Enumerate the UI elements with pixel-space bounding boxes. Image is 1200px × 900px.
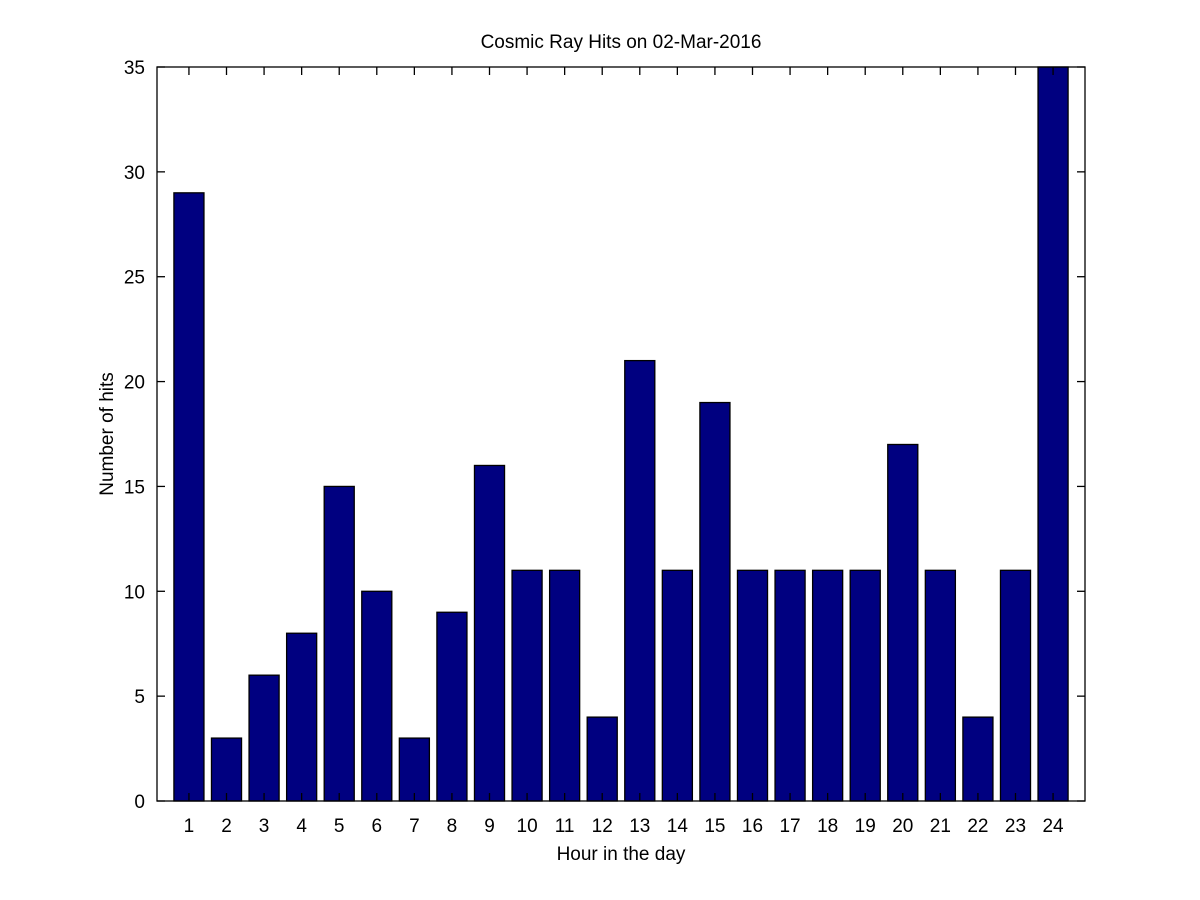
y-tick-label-0: 0 bbox=[134, 792, 145, 813]
x-tick-label-17: 17 bbox=[779, 816, 800, 837]
x-tick-label-9: 9 bbox=[484, 816, 495, 837]
y-tick-label-5: 5 bbox=[134, 687, 145, 708]
bar-hour-6 bbox=[361, 590, 393, 802]
x-tick-label-11: 11 bbox=[555, 816, 575, 837]
bar-hour-15 bbox=[699, 401, 731, 802]
bar-hour-5 bbox=[323, 485, 355, 802]
y-tick-label-10: 10 bbox=[124, 582, 145, 603]
bar-hour-18 bbox=[811, 569, 844, 802]
x-tick-label-1: 1 bbox=[184, 816, 195, 837]
y-tick-label-20: 20 bbox=[124, 373, 145, 394]
y-tick-label-30: 30 bbox=[124, 163, 145, 184]
x-tick-label-16: 16 bbox=[742, 816, 763, 837]
x-tick-label-23: 23 bbox=[1005, 816, 1026, 837]
bar-hour-7 bbox=[398, 737, 431, 802]
ticks-group: 1 2 3 4 5 6 7 8 9 10 11 12 13 14 15 16 17 18 19 20 21 22 23 240… bbox=[124, 58, 1085, 837]
x-tick-label-7: 7 bbox=[409, 816, 420, 837]
x-axis-label: Hour in the day bbox=[557, 844, 686, 865]
y-axis-label: Number of hits bbox=[97, 372, 118, 496]
x-tick-label-14: 14 bbox=[667, 816, 689, 837]
x-tick-label-20: 20 bbox=[892, 816, 913, 837]
bar-hour-10 bbox=[511, 569, 543, 802]
x-tick-label-5: 5 bbox=[334, 816, 345, 837]
bar-hour-3 bbox=[248, 674, 280, 802]
bar-hour-8 bbox=[436, 611, 468, 802]
bars-group bbox=[173, 66, 1069, 802]
bar-hour-24 bbox=[1037, 66, 1069, 802]
bar-hour-17 bbox=[774, 569, 806, 802]
bar-hour-11 bbox=[548, 569, 581, 802]
y-tick-label-25: 25 bbox=[124, 268, 145, 289]
x-tick-label-2: 2 bbox=[221, 816, 232, 837]
x-tick-label-10: 10 bbox=[517, 816, 538, 837]
bar-hour-20 bbox=[887, 443, 919, 802]
bar-hour-13 bbox=[624, 359, 656, 802]
y-tick-label-35: 35 bbox=[124, 58, 145, 79]
bar-hour-12 bbox=[586, 716, 618, 802]
x-tick-label-4: 4 bbox=[296, 816, 307, 837]
x-tick-label-15: 15 bbox=[704, 816, 725, 837]
bar-hour-4 bbox=[285, 632, 318, 802]
bar-hour-21 bbox=[924, 569, 957, 802]
plot-frame bbox=[156, 66, 1086, 802]
y-tick-label-15: 15 bbox=[124, 477, 145, 498]
x-tick-label-12: 12 bbox=[592, 816, 613, 837]
x-tick-label-3: 3 bbox=[259, 816, 270, 837]
x-tick-label-6: 6 bbox=[372, 816, 383, 837]
x-tick-label-8: 8 bbox=[447, 816, 458, 837]
bar-hour-19 bbox=[849, 569, 881, 802]
x-tick-label-24: 24 bbox=[1042, 816, 1064, 837]
x-tick-label-22: 22 bbox=[967, 816, 988, 837]
x-tick-label-21: 21 bbox=[930, 816, 951, 837]
bar-hour-22 bbox=[962, 716, 994, 802]
bar-hour-23 bbox=[999, 569, 1032, 802]
bar-hour-2 bbox=[210, 737, 243, 802]
chart-title: Cosmic Ray Hits on 02-Mar-2016 bbox=[481, 32, 762, 53]
bar-hour-14 bbox=[661, 569, 694, 802]
bar-hour-1 bbox=[173, 192, 205, 802]
bar-hour-16 bbox=[736, 569, 769, 802]
x-tick-label-18: 18 bbox=[817, 816, 838, 837]
x-tick-label-19: 19 bbox=[855, 816, 876, 837]
x-tick-label-13: 13 bbox=[629, 816, 650, 837]
bar-hour-9 bbox=[473, 464, 506, 802]
